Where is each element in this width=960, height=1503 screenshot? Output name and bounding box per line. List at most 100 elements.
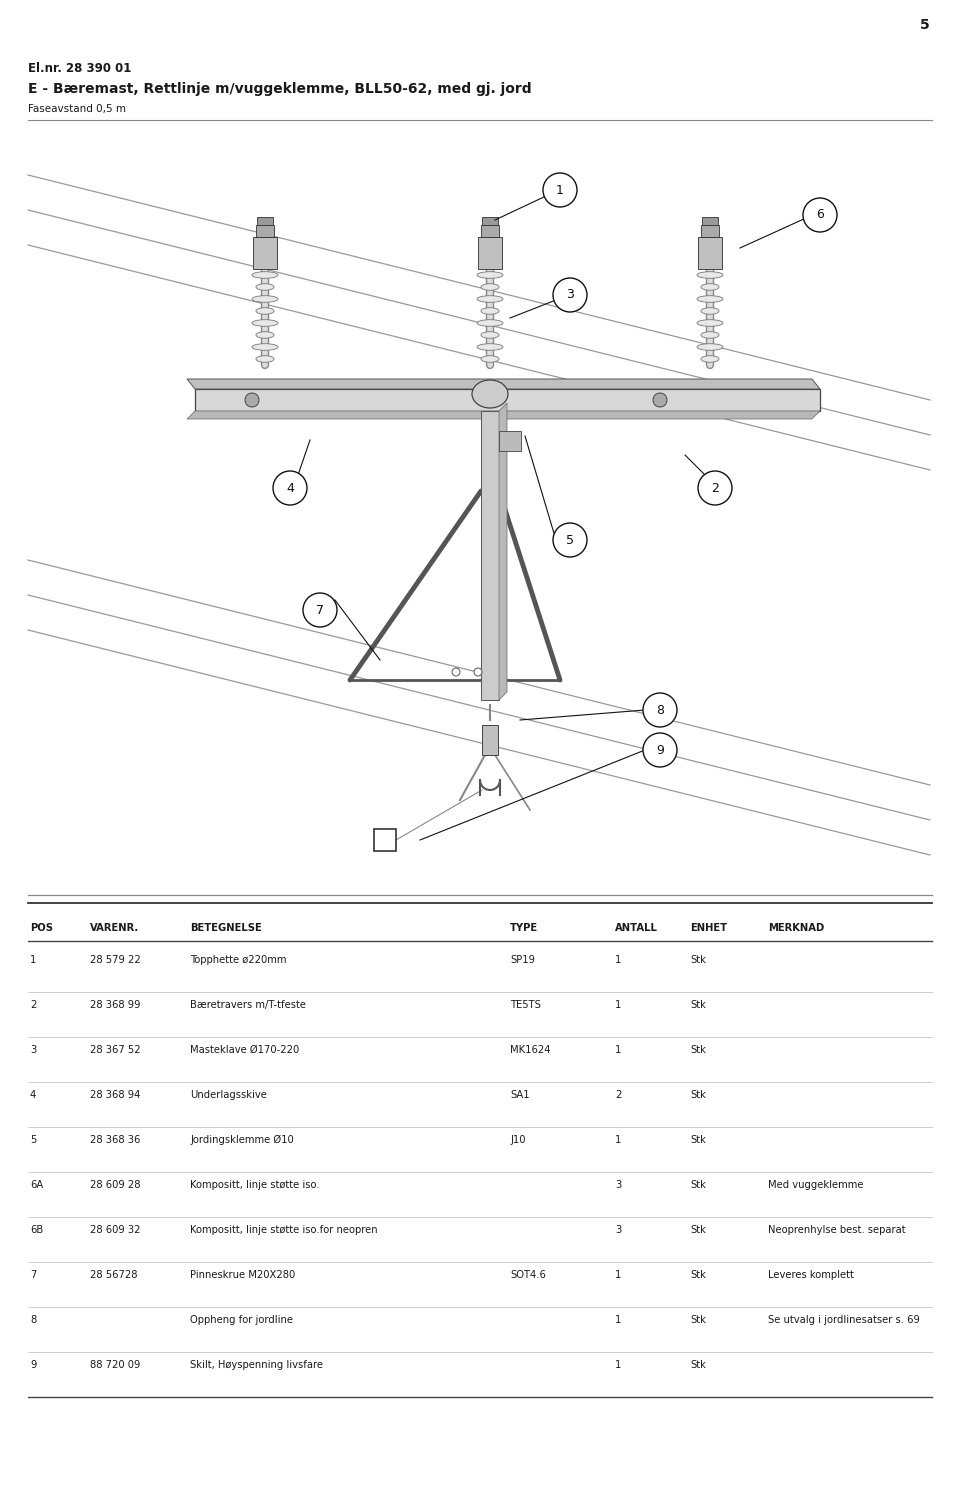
Text: 2: 2 <box>30 999 36 1010</box>
Text: 28 367 52: 28 367 52 <box>90 1045 140 1055</box>
Text: Stk: Stk <box>690 1045 706 1055</box>
Text: 6: 6 <box>816 209 824 221</box>
Text: Kompositt, linje støtte iso.: Kompositt, linje støtte iso. <box>190 1180 320 1190</box>
Text: 88 720 09: 88 720 09 <box>90 1360 140 1371</box>
Text: MK1624: MK1624 <box>510 1045 550 1055</box>
Bar <box>701 225 719 237</box>
Text: Stk: Stk <box>690 1315 706 1326</box>
Ellipse shape <box>477 296 503 302</box>
Text: 5: 5 <box>921 18 930 32</box>
Text: Topphette ø220mm: Topphette ø220mm <box>190 954 286 965</box>
Text: 8: 8 <box>30 1315 36 1326</box>
Text: 3: 3 <box>566 289 574 302</box>
Ellipse shape <box>477 344 503 350</box>
Text: E - Bæremast, Rettlinje m/vuggeklemme, BLL50-62, med gj. jord: E - Bæremast, Rettlinje m/vuggeklemme, B… <box>28 83 532 96</box>
Circle shape <box>452 667 460 676</box>
Text: Skilt, Høyspenning livsfare: Skilt, Høyspenning livsfare <box>190 1360 323 1371</box>
Text: Stk: Stk <box>690 1225 706 1235</box>
Text: Stk: Stk <box>690 954 706 965</box>
Bar <box>256 225 274 237</box>
Text: Stk: Stk <box>690 999 706 1010</box>
Text: Underlagsskive: Underlagsskive <box>190 1090 267 1100</box>
Text: SP19: SP19 <box>510 954 535 965</box>
Text: Se utvalg i jordlinesatser s. 69: Se utvalg i jordlinesatser s. 69 <box>768 1315 920 1326</box>
Text: SA1: SA1 <box>510 1090 530 1100</box>
Text: 28 368 99: 28 368 99 <box>90 999 140 1010</box>
Ellipse shape <box>701 284 719 290</box>
Text: 3: 3 <box>615 1180 621 1190</box>
Text: TYPE: TYPE <box>510 923 539 933</box>
Text: Pinneskrue M20X280: Pinneskrue M20X280 <box>190 1270 296 1281</box>
Ellipse shape <box>481 356 499 362</box>
Bar <box>499 431 521 451</box>
Circle shape <box>273 470 307 505</box>
Bar <box>702 216 718 225</box>
Bar <box>482 724 498 755</box>
Text: 1: 1 <box>615 1135 621 1145</box>
Circle shape <box>643 693 677 727</box>
Polygon shape <box>499 403 507 700</box>
Text: VARENR.: VARENR. <box>90 923 139 933</box>
Text: 1: 1 <box>615 1270 621 1281</box>
Text: 8: 8 <box>656 703 664 717</box>
Text: 28 609 28: 28 609 28 <box>90 1180 140 1190</box>
Ellipse shape <box>697 296 723 302</box>
Bar <box>374 830 396 851</box>
Ellipse shape <box>701 356 719 362</box>
Text: Stk: Stk <box>690 1090 706 1100</box>
Ellipse shape <box>477 320 503 326</box>
Ellipse shape <box>256 356 274 362</box>
Text: Stk: Stk <box>690 1270 706 1281</box>
Ellipse shape <box>481 332 499 338</box>
Text: 9: 9 <box>656 744 664 756</box>
Polygon shape <box>187 379 820 389</box>
Text: 9: 9 <box>30 1360 36 1371</box>
Ellipse shape <box>701 308 719 314</box>
Text: 5: 5 <box>566 534 574 547</box>
Circle shape <box>653 392 667 407</box>
Ellipse shape <box>252 320 278 326</box>
Bar <box>253 237 277 269</box>
Text: 28 368 94: 28 368 94 <box>90 1090 140 1100</box>
Ellipse shape <box>697 344 723 350</box>
Text: Stk: Stk <box>690 1135 706 1145</box>
Ellipse shape <box>481 308 499 314</box>
Text: 1: 1 <box>615 999 621 1010</box>
Ellipse shape <box>477 272 503 278</box>
Circle shape <box>698 470 732 505</box>
Ellipse shape <box>697 272 723 278</box>
Text: 5: 5 <box>30 1135 36 1145</box>
Text: 1: 1 <box>556 183 564 197</box>
Text: Stk: Stk <box>690 1360 706 1371</box>
Bar <box>482 216 498 225</box>
Text: Med vuggeklemme: Med vuggeklemme <box>768 1180 863 1190</box>
Text: 6B: 6B <box>30 1225 43 1235</box>
Text: 4: 4 <box>286 481 294 494</box>
Text: BETEGNELSE: BETEGNELSE <box>190 923 262 933</box>
Ellipse shape <box>472 380 508 407</box>
Circle shape <box>245 392 259 407</box>
Text: TE5TS: TE5TS <box>510 999 540 1010</box>
Text: Neoprenhylse best. separat: Neoprenhylse best. separat <box>768 1225 905 1235</box>
Text: 28 56728: 28 56728 <box>90 1270 137 1281</box>
Bar <box>478 237 502 269</box>
Text: Bæretravers m/T-tfeste: Bæretravers m/T-tfeste <box>190 999 306 1010</box>
Text: J10: J10 <box>510 1135 525 1145</box>
Ellipse shape <box>252 344 278 350</box>
Text: El.nr. 28 390 01: El.nr. 28 390 01 <box>28 62 132 75</box>
Text: 2: 2 <box>711 481 719 494</box>
Circle shape <box>543 173 577 207</box>
Text: 1: 1 <box>615 1045 621 1055</box>
Text: Masteklave Ø170-220: Masteklave Ø170-220 <box>190 1045 300 1055</box>
Circle shape <box>553 278 587 313</box>
Text: ENHET: ENHET <box>690 923 727 933</box>
Text: 6A: 6A <box>30 1180 43 1190</box>
Ellipse shape <box>697 320 723 326</box>
Text: Jordingsklemme Ø10: Jordingsklemme Ø10 <box>190 1135 294 1145</box>
Bar <box>481 410 499 700</box>
Bar <box>481 225 499 237</box>
Text: Faseavstand 0,5 m: Faseavstand 0,5 m <box>28 104 126 114</box>
Ellipse shape <box>481 284 499 290</box>
Text: 1: 1 <box>615 954 621 965</box>
Polygon shape <box>187 410 820 419</box>
